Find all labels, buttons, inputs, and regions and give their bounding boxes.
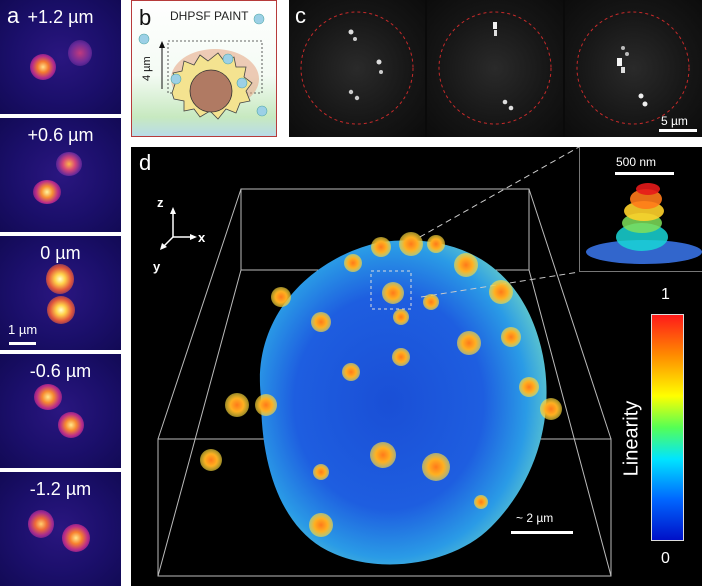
inset-point-cloud: [586, 183, 702, 264]
axis-label-z: z: [157, 195, 164, 210]
panel-letter-b: b: [139, 5, 152, 30]
axis-label-y: y: [153, 259, 161, 274]
colorbar-title: Linearity: [620, 400, 643, 477]
reconstruction-render: [157, 147, 612, 577]
scale-bar: [659, 129, 697, 132]
raw-frame-2: [427, 0, 563, 137]
panel-b-schematic: b DHPSF PAINT 4 µm: [131, 0, 277, 137]
panel-d-3d-reconstruction: d z x y 500 nm 1 Linearity 0 ~ 2 µm: [131, 147, 702, 586]
raw-frame-1: c: [289, 0, 425, 137]
scale-bar-label: 5 µm: [661, 114, 688, 128]
panel-a-psf-stack: +1.2 µm a +0.6 µm 0 µm 1 µm -0.6 µm -1.2…: [0, 0, 121, 586]
psf-image-minus-0-6: -0.6 µm: [0, 354, 121, 468]
schematic-title: DHPSF PAINT: [170, 9, 249, 23]
inset-scale-bar-label: 500 nm: [616, 155, 657, 169]
panel-letter-c: c: [295, 3, 306, 28]
inset-scale-bar: [615, 172, 674, 175]
z-label: -1.2 µm: [29, 479, 92, 499]
panel-c-raw-frames: c 5 µm: [289, 0, 702, 137]
linearity-colorbar: [651, 314, 684, 541]
axis-label-x: x: [198, 230, 206, 245]
panel-letter-d: d: [139, 150, 152, 175]
psf-image-minus-1-2: -1.2 µm: [0, 472, 121, 586]
scale-bar-label: 1 µm: [8, 322, 38, 337]
psf-image-plus-1-2: +1.2 µm a: [0, 0, 121, 114]
psf-image-zero: 0 µm: [0, 236, 121, 350]
zoom-inset: 500 nm: [579, 147, 702, 272]
axis-triad: [160, 207, 197, 250]
z-label: +1.2 µm: [27, 7, 94, 27]
z-label: +0.6 µm: [27, 125, 94, 145]
panel-letter-a: a: [7, 3, 20, 28]
cell-schematic: [138, 13, 268, 120]
dimension-label: 4 µm: [141, 56, 153, 81]
colorbar-min-label: 0: [661, 550, 670, 567]
scale-bar-label: ~ 2 µm: [516, 511, 554, 525]
raw-frame-3: [565, 0, 702, 137]
scale-bar: [511, 531, 573, 534]
z-label: 0 µm: [40, 243, 81, 263]
scale-bar: [9, 342, 36, 345]
z-label: -0.6 µm: [29, 361, 92, 381]
colorbar-max-label: 1: [661, 286, 670, 303]
psf-image-plus-0-6: +0.6 µm: [0, 118, 121, 232]
